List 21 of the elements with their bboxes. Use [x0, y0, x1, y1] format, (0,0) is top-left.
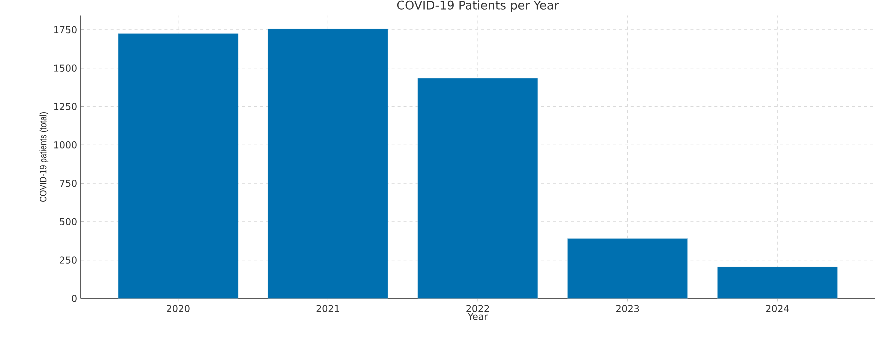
y-tick-label: 250 — [60, 256, 77, 264]
y-tick-label: 1750 — [54, 26, 77, 34]
y-tick-label: 1500 — [54, 64, 77, 72]
bar — [118, 34, 239, 299]
x-tick-label: 2020 — [167, 305, 190, 312]
bar — [418, 78, 538, 299]
y-tick-label: 1000 — [54, 142, 77, 149]
bar — [568, 238, 688, 299]
chart-title: COVID-19 Patients per Year — [397, 0, 560, 12]
x-tick-label: 2023 — [616, 305, 640, 312]
x-axis-title: Year — [468, 313, 488, 320]
y-axis-title: COVID-19 patients (total) — [40, 112, 49, 202]
y-tick-label: 500 — [60, 218, 77, 226]
x-tick-label: 2022 — [466, 305, 490, 312]
bar — [717, 266, 838, 299]
y-tick-label: 750 — [60, 180, 77, 188]
y-tick-label: 1250 — [54, 103, 77, 110]
bar — [268, 28, 388, 299]
x-tick-label: 2021 — [316, 305, 340, 312]
x-tick-label: 2024 — [766, 305, 790, 312]
y-tick-label: 0 — [72, 295, 77, 302]
